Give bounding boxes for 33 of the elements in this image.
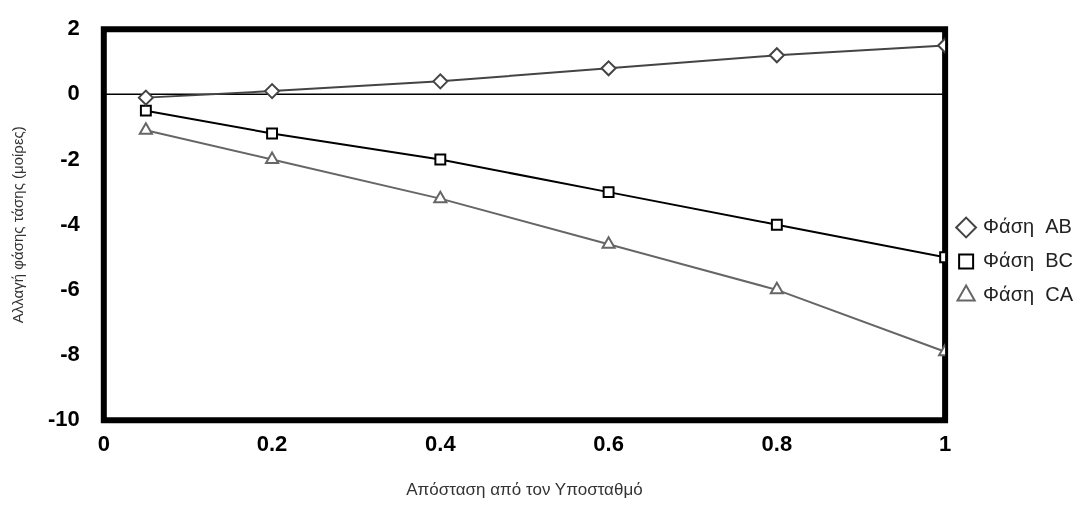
x-tick-label: 0.8 [761,431,793,457]
x-tick-label: 1 [938,431,952,457]
y-tick-label: -10 [48,406,80,432]
point [266,127,279,140]
legend-label: Φάση BC [983,249,1074,272]
y-tick-label: -6 [60,275,80,301]
point [264,83,281,100]
point [137,89,154,106]
point [770,218,783,231]
point [138,122,153,135]
x-tick-label: 0.2 [256,431,288,457]
point [769,281,784,295]
legend-label: Φάση CA [983,283,1074,306]
legend-label: Φάση AB [983,215,1072,238]
point [602,186,615,199]
point [433,190,448,204]
x-tick-label: 0.4 [425,431,457,457]
y-axis-title: Αλλαγή φάσης τάσης (μοίρες) [9,126,27,324]
y-tick-label: -4 [60,210,81,236]
point [139,104,152,117]
x-tick-label: 0.6 [593,431,624,457]
point [434,153,447,166]
point [432,73,449,90]
point [600,60,617,77]
x-axis-title: Απόσταση από τον Υποσταθμό [406,480,643,500]
y-tick-label: -8 [60,341,80,367]
point [768,47,785,64]
x-tick-label: 0 [97,431,110,457]
y-tick-label: -2 [60,145,80,171]
y-tick-label: 0 [67,80,80,106]
point [601,236,616,249]
point [265,151,280,165]
y-tick-label: 2 [67,15,80,41]
